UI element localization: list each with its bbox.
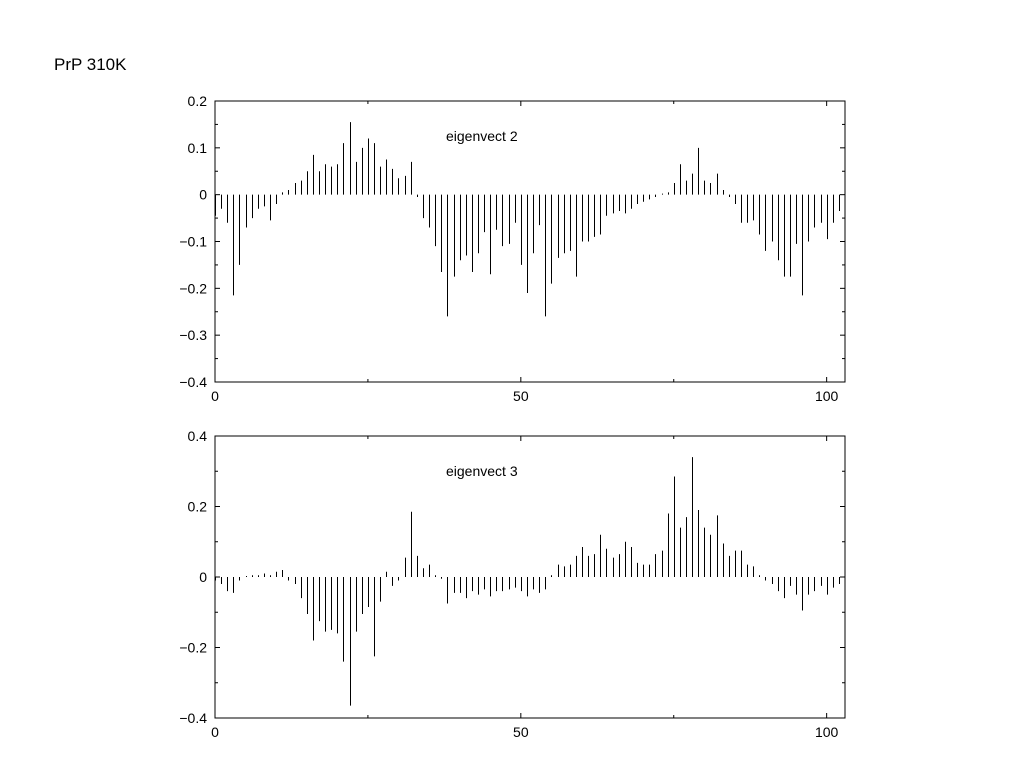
chart-panel-1: −0.4 −0.3 −0.2 −0.1 0 0.1 0.2 0 50 100 eigenvect 2 <box>179 93 846 404</box>
y-tick-label: −0.3 <box>179 327 207 343</box>
series-label: eigenvect 3 <box>446 463 518 479</box>
x-tick-label: 100 <box>815 724 839 740</box>
y-tick-label: 0 <box>199 569 207 585</box>
y-tick-label: −0.2 <box>179 640 207 656</box>
y-tick-label: −0.4 <box>179 710 207 726</box>
x-tick-label: 50 <box>513 388 529 404</box>
series-label: eigenvect 2 <box>446 128 518 144</box>
plot-frame <box>214 435 846 719</box>
y-tick-label: 0.2 <box>188 93 208 109</box>
page-title: PrP 310K <box>54 55 127 74</box>
y-tick-label: −0.2 <box>179 280 207 296</box>
plot-frame <box>214 100 846 383</box>
y-tick-label: 0.1 <box>188 140 208 156</box>
y-tick-label: −0.1 <box>179 234 207 250</box>
x-tick-label: 0 <box>211 388 219 404</box>
y-tick-label: 0.2 <box>188 499 208 515</box>
x-tick-label: 100 <box>815 388 839 404</box>
x-tick-label: 50 <box>513 724 529 740</box>
y-tick-label: −0.4 <box>179 374 207 390</box>
x-tick-label: 0 <box>211 724 219 740</box>
y-tick-label: 0 <box>199 187 207 203</box>
y-tick-label: 0.4 <box>188 428 208 444</box>
chart-panel-2: −0.4 −0.2 0 0.2 0.4 0 50 100 eigenvect 3 <box>179 428 846 740</box>
